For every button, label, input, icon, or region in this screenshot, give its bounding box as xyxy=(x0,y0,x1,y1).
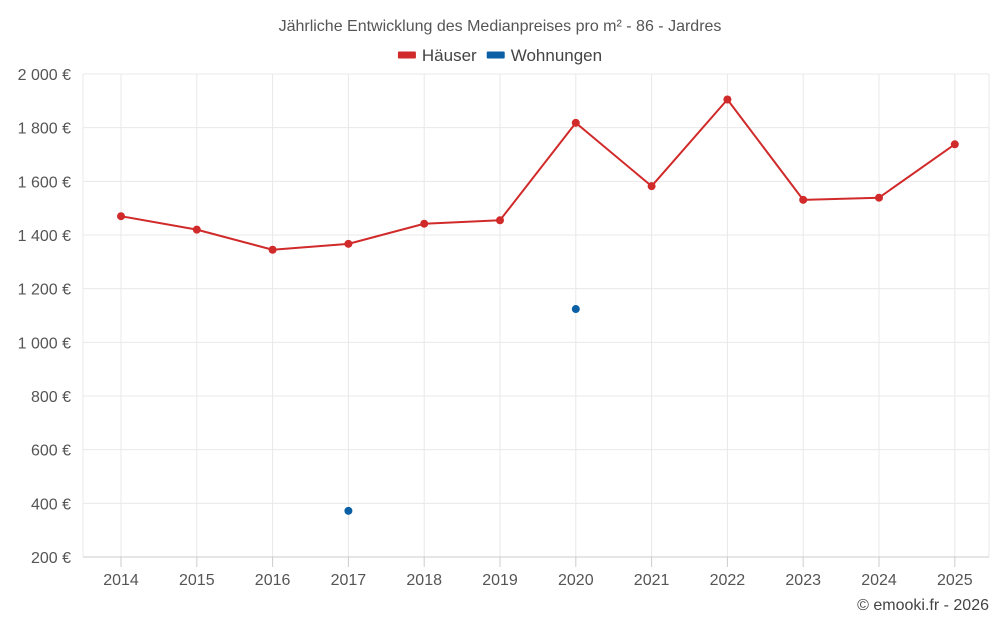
y-tick-label: 600 € xyxy=(31,443,71,460)
data-point[interactable] xyxy=(647,182,656,191)
legend: Häuser Wohnungen xyxy=(397,46,602,65)
legend-swatch xyxy=(397,51,416,59)
y-tick-label: 1 000 € xyxy=(18,335,71,352)
x-tick-label: 2014 xyxy=(103,572,139,589)
data-point[interactable] xyxy=(420,219,429,228)
series-wohnungen xyxy=(344,305,580,515)
data-point[interactable] xyxy=(344,506,353,515)
y-tick-label: 1 600 € xyxy=(18,174,71,191)
data-point[interactable] xyxy=(950,140,959,149)
y-tick-label: 2 000 € xyxy=(18,67,71,84)
series-line xyxy=(120,98,956,251)
y-tick-label: 200 € xyxy=(31,550,71,567)
grid xyxy=(83,73,990,557)
credit-text: © emooki.fr - 2026 xyxy=(857,597,989,614)
chart-title: Jährliche Entwicklung des Medianpreises … xyxy=(279,18,722,35)
y-tick-label: 1 800 € xyxy=(18,121,71,138)
x-tick-label: 2016 xyxy=(255,572,291,589)
data-point[interactable] xyxy=(192,225,201,234)
x-tick-label: 2024 xyxy=(861,572,897,589)
x-tick-label: 2018 xyxy=(406,572,442,589)
y-tick-label: 1 200 € xyxy=(18,282,71,299)
y-axis: 200 € 400 € 600 € 800 € 1 000 € 1 200 € 1 400 … xyxy=(18,67,84,567)
data-point[interactable] xyxy=(344,239,353,248)
x-tick-label: 2019 xyxy=(482,572,518,589)
x-tick-label: 2020 xyxy=(558,572,594,589)
x-tick-label: 2022 xyxy=(710,572,746,589)
x-tick-label: 2017 xyxy=(331,572,367,589)
x-tick-label: 2023 xyxy=(785,572,821,589)
data-point[interactable] xyxy=(496,216,504,225)
x-tick-label: 2015 xyxy=(179,572,215,589)
legend-swatch xyxy=(486,51,505,59)
series-häuser xyxy=(117,95,959,254)
plot-area xyxy=(117,95,959,515)
data-point[interactable] xyxy=(117,212,125,221)
y-tick-label: 800 € xyxy=(31,389,71,406)
data-point[interactable] xyxy=(875,193,883,202)
data-point[interactable] xyxy=(571,118,580,127)
data-point[interactable] xyxy=(268,245,277,254)
x-axis: 2014 2015 2016 2017 2018 2019 2020 2021 2022 2023… xyxy=(83,556,989,589)
legend-label: Wohnungen xyxy=(511,46,602,65)
legend-label: Häuser xyxy=(422,46,477,65)
legend-item[interactable]: Wohnungen xyxy=(486,46,602,65)
y-tick-label: 400 € xyxy=(31,496,71,513)
x-tick-label: 2025 xyxy=(937,572,973,589)
data-point[interactable] xyxy=(571,305,580,314)
y-tick-label: 1 400 € xyxy=(18,228,71,245)
data-point[interactable] xyxy=(723,95,732,104)
x-tick-label: 2021 xyxy=(634,572,670,589)
data-point[interactable] xyxy=(799,195,808,204)
legend-item[interactable]: Häuser xyxy=(397,46,477,65)
